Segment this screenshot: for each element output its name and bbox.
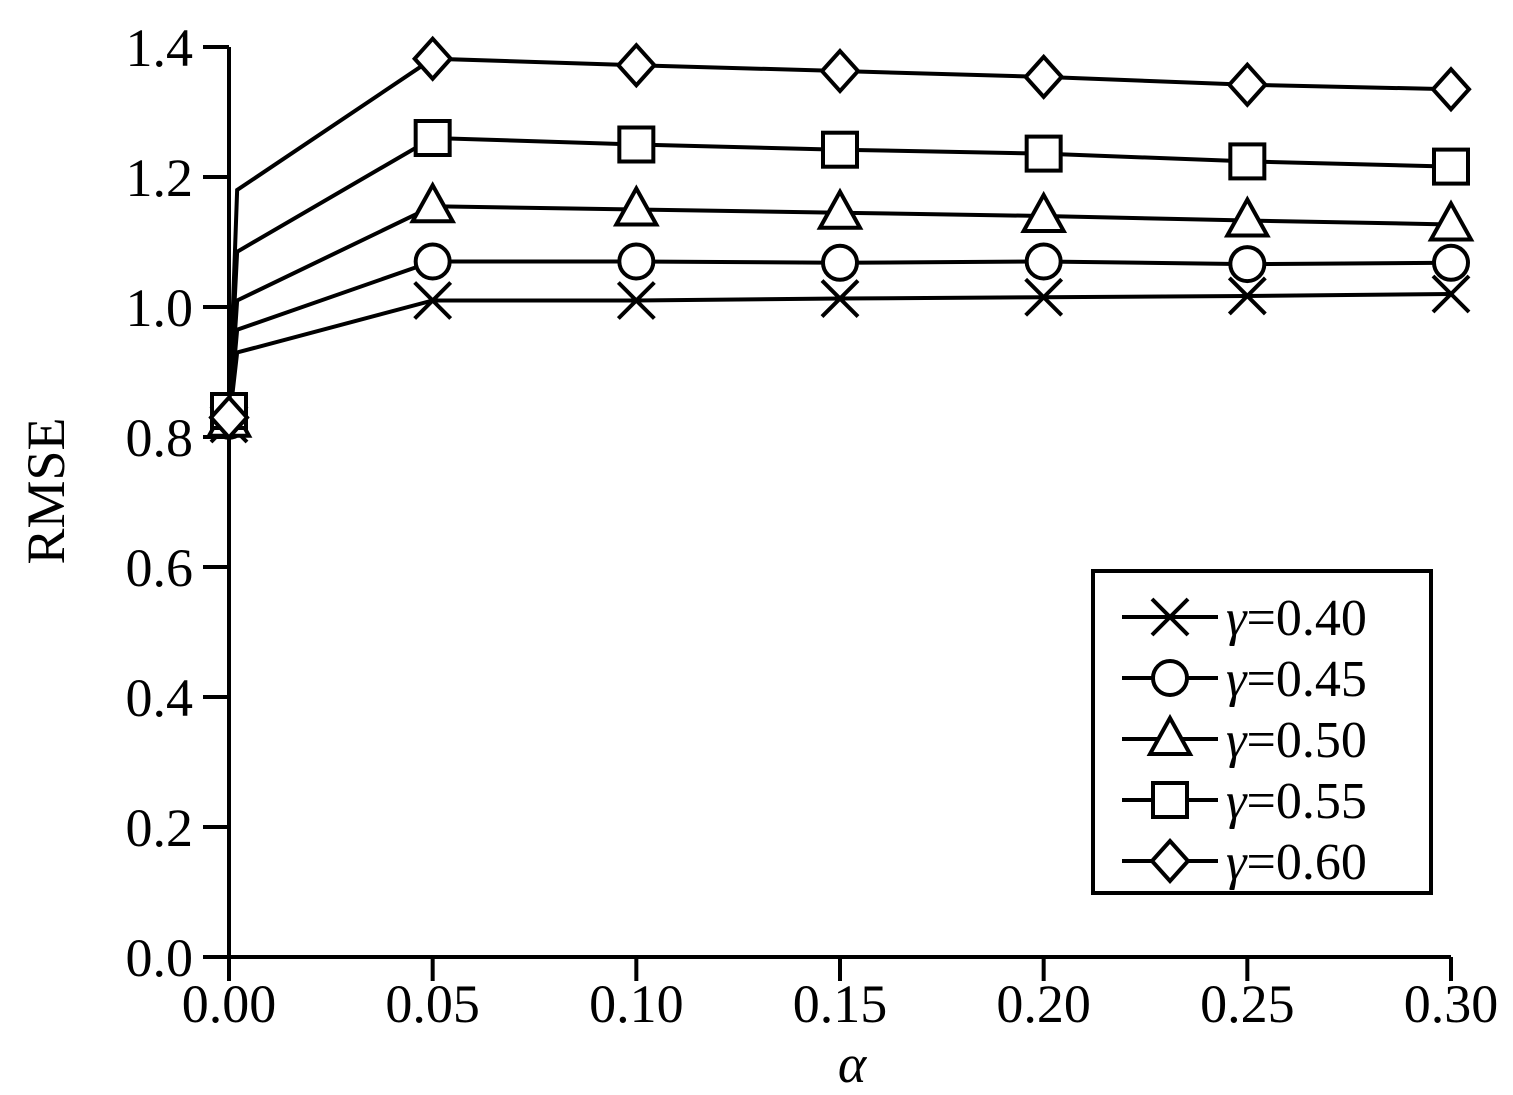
marker-x: [413, 281, 453, 320]
legend-label: γ=0.45: [1226, 651, 1367, 708]
marker-diamond: [1022, 53, 1065, 100]
x-tick-label: 0.00: [182, 974, 277, 1034]
legend-label: γ=0.60: [1226, 834, 1367, 891]
marker-circle: [413, 242, 452, 281]
marker-square: [617, 125, 656, 164]
marker-circle: [821, 243, 859, 282]
legend-value: =0.45: [1247, 651, 1367, 708]
marker-circle: [1228, 245, 1267, 284]
marker-triangle: [409, 181, 457, 224]
legend-value: =0.55: [1247, 773, 1367, 830]
legend-value: =0.50: [1247, 712, 1367, 769]
marker-circle: [1151, 659, 1189, 697]
x-tick-label: 0.10: [589, 974, 684, 1034]
legend: γ=0.40γ=0.45γ=0.50γ=0.55γ=0.60: [1091, 569, 1433, 895]
marker-diamond: [1430, 66, 1472, 113]
y-tick-label: 1.2: [126, 148, 194, 208]
marker-diamond: [1226, 61, 1269, 108]
marker-triangle: [816, 187, 864, 230]
marker-x: [820, 279, 860, 318]
marker-square: [1228, 142, 1267, 181]
marker-square: [413, 119, 452, 157]
marker-diamond: [411, 35, 454, 82]
marker-x: [1431, 274, 1471, 314]
y-tick-label: 0.2: [126, 798, 194, 858]
legend-gamma-symbol: γ: [1226, 834, 1248, 891]
series-layer: [205, 35, 1475, 444]
series-line: [227, 204, 1452, 421]
legend-value: =0.60: [1247, 834, 1367, 891]
series-line: [227, 56, 1452, 418]
marker-triangle: [612, 184, 660, 227]
legend-item: γ=0.45: [1122, 651, 1367, 708]
legend-item: γ=0.40: [1122, 590, 1367, 647]
marker-square: [821, 130, 859, 169]
series-triangle: [205, 181, 1475, 438]
marker-diamond: [1149, 838, 1191, 884]
y-tick-label: 0.4: [126, 668, 194, 728]
legend-item: γ=0.60: [1122, 834, 1367, 891]
x-axis-title: α: [838, 1034, 868, 1094]
marker-circle: [617, 242, 656, 281]
y-tick-label: 0.6: [126, 538, 194, 598]
marker-triangle: [1146, 713, 1194, 756]
x-tick-label: 0.30: [1404, 974, 1499, 1034]
legend-gamma-symbol: γ: [1226, 651, 1248, 708]
marker-triangle: [1223, 195, 1271, 238]
marker-x: [1024, 277, 1064, 317]
y-axis-title: RMSE: [16, 417, 76, 564]
legend-label: γ=0.55: [1226, 773, 1367, 830]
series-line: [227, 259, 1452, 421]
legend-label: γ=0.40: [1226, 590, 1367, 647]
marker-diamond: [819, 48, 861, 95]
marker-square: [1151, 781, 1189, 819]
y-tick-label: 0.0: [126, 928, 194, 988]
marker-circle: [1024, 242, 1063, 281]
series-diamond: [208, 35, 1472, 441]
x-tick-label: 0.25: [1200, 974, 1295, 1034]
x-tick-label: 0.05: [385, 974, 480, 1034]
tick-marks: 0.0 0.2 0.4 0.6 0.8 1.0 1.2 1.4 0.00 0.05 0.10 0.15…: [126, 18, 1499, 1034]
legend-gamma-symbol: γ: [1226, 773, 1248, 830]
y-tick-label: 0.8: [126, 408, 194, 468]
y-tick-label: 1.0: [126, 278, 194, 338]
series-square: [210, 119, 1470, 430]
series-line: [227, 292, 1452, 425]
marker-x: [1227, 276, 1267, 316]
series-circle: [210, 242, 1470, 440]
marker-square: [1024, 134, 1063, 173]
series-line: [227, 135, 1452, 412]
y-tick-label: 1.4: [126, 18, 194, 78]
marker-triangle: [1427, 199, 1475, 242]
marker-circle: [1432, 243, 1470, 282]
marker-triangle: [1020, 190, 1068, 233]
series-x: [209, 274, 1471, 444]
legend-gamma-symbol: γ: [1226, 712, 1248, 769]
legend-label: γ=0.50: [1226, 712, 1367, 769]
legend-item: γ=0.50: [1122, 712, 1367, 769]
marker-x: [616, 281, 656, 320]
x-tick-label: 0.15: [793, 974, 888, 1034]
marker-diamond: [208, 394, 250, 441]
marker-x: [1150, 597, 1190, 637]
x-tick-label: 0.20: [996, 974, 1091, 1034]
legend-gamma-symbol: γ: [1226, 590, 1248, 647]
legend-value: =0.40: [1247, 590, 1367, 647]
marker-diamond: [615, 42, 658, 89]
marker-square: [1432, 147, 1470, 186]
legend-box: [1091, 569, 1433, 895]
legend-item: γ=0.55: [1122, 773, 1367, 830]
